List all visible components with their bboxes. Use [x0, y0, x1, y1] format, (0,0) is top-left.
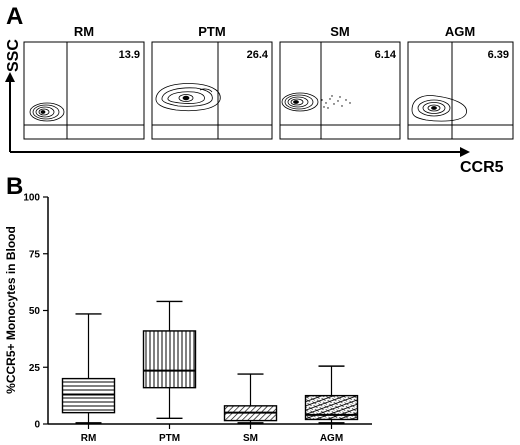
contour-ptm — [155, 83, 221, 112]
flow-plot-percent-agm: 6.39 — [488, 49, 509, 61]
contour-sm — [281, 92, 319, 112]
box-chart-y-axis-label: %CCR5+ Monocytes in Blood — [4, 226, 18, 394]
y-tick-label: 50 — [29, 306, 41, 317]
contour-rm — [29, 102, 65, 122]
box-iqr — [61, 377, 116, 414]
x-tick-label: RM — [81, 433, 97, 444]
scatter-dots-sm — [321, 95, 351, 109]
panel-b-letter: B — [6, 173, 23, 200]
flow-plot-percent-sm: 6.14 — [375, 49, 397, 61]
x-tick-label: SM — [243, 433, 258, 444]
box-iqr — [142, 330, 197, 389]
y-tick-label: 75 — [29, 249, 41, 260]
ssc-arrow-icon — [5, 72, 15, 82]
flow-plot-sm — [279, 41, 401, 140]
flow-plot-percent-ptm: 26.4 — [247, 49, 269, 61]
flow-plot-percent-rm: 13.9 — [119, 49, 140, 61]
flow-plot-rm — [23, 41, 145, 140]
box-iqr — [304, 394, 359, 421]
flow-plot-title-agm: AGM — [445, 24, 475, 39]
box-chart: 0 25 50 75 100 RM PTM SM AGM — [23, 193, 372, 444]
flow-plot-title-rm: RM — [74, 24, 94, 39]
flow-plot-title-ptm: PTM — [198, 24, 225, 39]
contour-agm — [411, 95, 467, 122]
flow-plot-agm — [407, 41, 514, 140]
flow-plot-ptm — [151, 41, 273, 140]
flow-plot-title-sm: SM — [330, 24, 350, 39]
ccr5-axis-label: CCR5 — [460, 159, 504, 176]
ssc-axis-label: SSC — [5, 39, 22, 72]
x-tick-label: PTM — [159, 433, 180, 444]
panel-a-letter: A — [6, 3, 23, 30]
x-tick-label: AGM — [320, 433, 343, 444]
ccr5-arrow-icon — [460, 147, 470, 157]
y-tick-label: 100 — [23, 193, 40, 204]
y-tick-label: 0 — [34, 420, 40, 431]
y-tick-label: 25 — [29, 363, 41, 374]
